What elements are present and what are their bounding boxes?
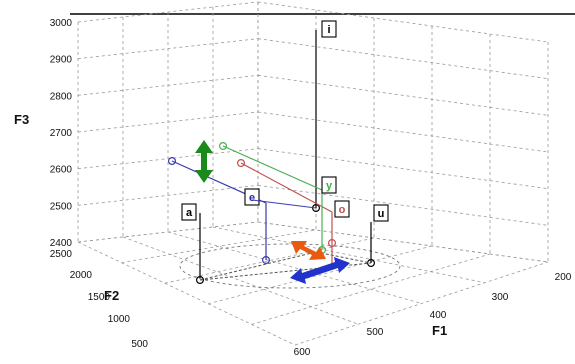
label-i: i <box>327 24 330 36</box>
y-tick-label: 2000 <box>70 270 93 281</box>
label-y-box <box>321 176 337 194</box>
z-tick-label: 2400 <box>50 238 73 249</box>
label-e: e <box>249 192 255 204</box>
green-double-arrow <box>195 140 213 183</box>
dashed-floor-2 <box>315 251 372 264</box>
grid <box>77 1 549 346</box>
point-u-floor <box>367 259 376 268</box>
point-e-start <box>168 157 177 166</box>
grid-line <box>208 245 433 305</box>
grid-line <box>212 226 485 284</box>
series-e-link <box>251 199 317 209</box>
blue-double-arrow <box>290 257 350 284</box>
label-a: a <box>186 207 193 219</box>
grid-line <box>257 1 549 43</box>
x-tick-label: 400 <box>430 310 447 321</box>
label-u: u <box>378 208 385 220</box>
floor-ellipse <box>179 243 401 289</box>
point-e-floor <box>262 256 271 265</box>
x-tick-label: 600 <box>294 347 311 358</box>
y-tick-label: 1000 <box>108 314 131 325</box>
x-tick-label: 300 <box>492 292 509 303</box>
dashed-floor-3 <box>199 262 372 281</box>
label-o-box <box>334 200 350 218</box>
x-tick-label: 200 <box>555 272 572 283</box>
axis-label-y: F2 <box>104 288 119 303</box>
grid-line <box>167 231 422 304</box>
y-tick-label: 2500 <box>50 249 73 260</box>
grid-line <box>77 221 259 243</box>
z-tick-label: 2700 <box>50 128 73 139</box>
grid-line <box>77 241 296 346</box>
z-tick-label: 2900 <box>50 55 73 66</box>
grid-line <box>257 148 549 190</box>
axis-label-z: F3 <box>14 112 29 127</box>
orange-double-arrow <box>291 241 326 260</box>
point-o-start <box>237 159 246 168</box>
z-tick-label: 2800 <box>50 91 73 102</box>
point-a-floor <box>196 276 205 285</box>
grid-line <box>294 261 549 346</box>
grid-line <box>257 74 549 116</box>
label-i-box <box>321 20 337 38</box>
grid-line <box>257 38 549 80</box>
axis-label-x: F1 <box>432 323 447 338</box>
grid-line <box>121 229 317 263</box>
z-tick-label: 3000 <box>50 18 73 29</box>
y-tick-label: 1500 <box>88 292 111 303</box>
point-o-floor <box>328 239 337 248</box>
y-tick-label: 500 <box>131 339 148 350</box>
z-tick-label: 2500 <box>50 201 73 212</box>
label-o: o <box>339 204 346 216</box>
grid-line <box>257 111 549 153</box>
grid-line <box>257 221 549 263</box>
series-y-line <box>222 145 323 191</box>
data-layer: i a u e oy <box>168 20 389 285</box>
series-o-line <box>240 162 333 213</box>
x-tick-label: 500 <box>367 327 384 338</box>
tick-labels: 3000290028002700260025002400250020001500… <box>50 18 572 358</box>
label-a-box <box>181 203 197 221</box>
z-tick-label: 2600 <box>50 165 73 176</box>
label-e-box <box>244 188 260 206</box>
label-u-box <box>373 204 389 222</box>
point-y-start <box>219 142 228 151</box>
grid-line <box>257 184 549 226</box>
grid-line <box>77 184 259 206</box>
label-y: y <box>326 180 333 192</box>
